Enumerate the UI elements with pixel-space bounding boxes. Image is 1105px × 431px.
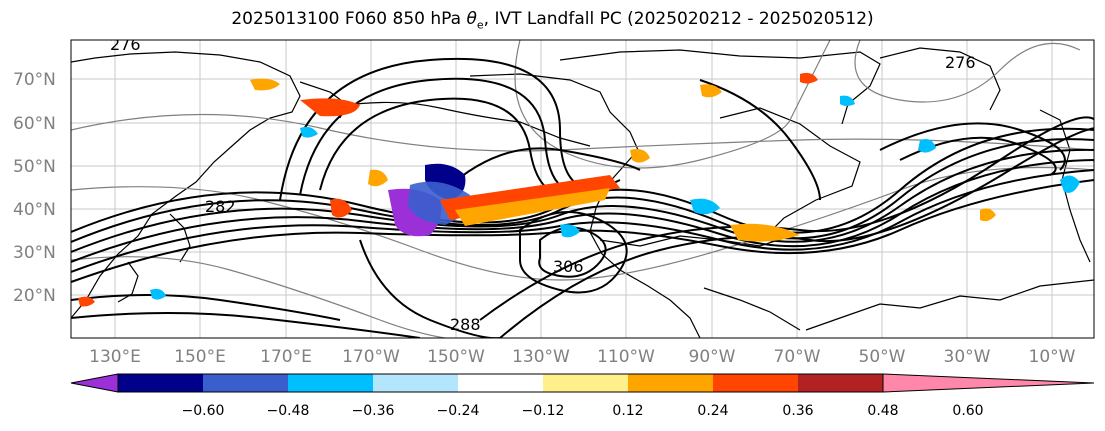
colorbar-segment <box>628 374 713 392</box>
colorbar-segment <box>798 374 883 392</box>
lon-label: 90°W <box>689 347 736 367</box>
contour-label: 306 <box>553 257 584 276</box>
colorbar-tick-label: 0.24 <box>697 403 728 419</box>
lon-label: 130°W <box>512 347 570 367</box>
lon-label: 170°W <box>342 347 400 367</box>
pc-shading <box>78 72 1080 307</box>
lon-label: 70°W <box>774 347 821 367</box>
lon-label: 170°E <box>260 347 312 367</box>
colorbar-tick-label: 0.48 <box>867 403 898 419</box>
colorbar-segment <box>543 374 628 392</box>
lon-label: 110°W <box>597 347 655 367</box>
colorbar-tick-label: 0.12 <box>612 403 643 419</box>
colorbar-tick-label: 0.60 <box>952 403 983 419</box>
lon-label: 150°W <box>427 347 485 367</box>
lat-labels: 70°N 60°N 50°N 40°N 30°N 20°N <box>13 70 56 306</box>
lon-label: 130°E <box>89 347 141 367</box>
lon-labels: 130°E 150°E 170°E 170°W 150°W 130°W 110°… <box>89 347 1076 367</box>
colorbar-tick-label: −0.48 <box>267 403 310 419</box>
lon-label: 10°W <box>1029 347 1076 367</box>
colorbar-segment <box>373 374 458 392</box>
lon-label: 150°E <box>174 347 226 367</box>
lat-label: 30°N <box>13 243 56 263</box>
contour-label: 282 <box>205 197 236 216</box>
colorbar-extend-max <box>883 374 1094 392</box>
ivt-contours <box>71 57 1094 338</box>
map-panel: 276 282 306 288 276 <box>70 35 1095 339</box>
colorbar: −0.60 −0.48 −0.36 −0.24 −0.12 0.12 0.24 … <box>70 373 1095 419</box>
colorbar-tick-label: −0.24 <box>437 403 480 419</box>
lon-label: 30°W <box>944 347 991 367</box>
colorbar-tick-label: −0.36 <box>352 403 395 419</box>
colorbar-tick-label: 0.36 <box>782 403 813 419</box>
colorbar-segment <box>288 374 373 392</box>
lat-label: 50°N <box>13 157 56 177</box>
lat-label: 40°N <box>13 200 56 220</box>
colorbar-tick-label: −0.12 <box>522 403 565 419</box>
contour-label: 276 <box>110 35 141 54</box>
lat-label: 20°N <box>13 286 56 306</box>
contour-label: 276 <box>945 53 976 72</box>
contour-labels: 276 282 306 288 276 <box>110 35 976 334</box>
colorbar-extend-min <box>70 373 119 393</box>
colorbar-segment <box>713 374 798 392</box>
colorbar-segment <box>118 374 203 392</box>
colorbar-segment <box>458 374 543 392</box>
chart-title: 2025013100 F060 850 hPa θe, IVT Landfall… <box>231 9 874 32</box>
colorbar-segment <box>203 374 288 392</box>
contour-label: 288 <box>450 315 481 334</box>
lat-label: 70°N <box>13 70 56 90</box>
lat-label: 60°N <box>13 114 56 134</box>
lon-label: 50°W <box>859 347 906 367</box>
colorbar-tick-label: −0.60 <box>182 403 225 419</box>
